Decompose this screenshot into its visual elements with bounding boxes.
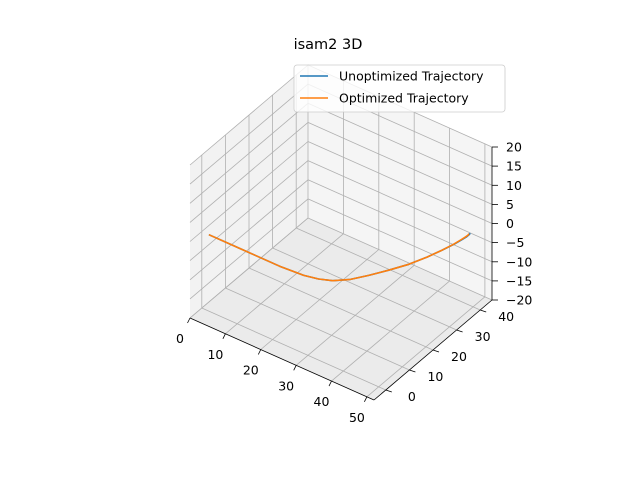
x-tick-label: 20	[243, 363, 259, 378]
legend-label-1: Optimized Trajectory	[339, 91, 469, 106]
x-tick-label: 30	[278, 378, 294, 393]
grid-line-z-left	[189, 64, 309, 166]
legend: Unoptimized Trajectory Optimized Trajecto…	[293, 64, 506, 113]
y-tick-label: 10	[427, 369, 443, 384]
x-tick	[364, 396, 368, 402]
grid-line-z-left	[189, 122, 309, 223]
y-tick	[432, 349, 440, 353]
grid-line-z-back	[307, 198, 493, 282]
y-tick	[385, 389, 392, 393]
grid-line-z-left	[189, 160, 309, 261]
x-tick	[222, 333, 226, 339]
grid-line-y-floor	[201, 307, 386, 391]
grid-line-z-back	[307, 160, 493, 243]
grid-line-z-back	[307, 179, 493, 263]
legend-box	[293, 64, 506, 113]
axes-grid	[189, 64, 493, 398]
plot-series	[208, 232, 471, 282]
y-tick-label: 40	[498, 309, 514, 324]
y-tick-label: 30	[475, 329, 491, 344]
x-tick-label: 50	[349, 410, 365, 425]
grid-line-z-left	[189, 217, 309, 319]
y-tick	[480, 309, 487, 313]
z-tick-label: −15	[506, 273, 532, 288]
y-tick-label: 0	[408, 389, 416, 404]
grid-line-y-floor	[248, 267, 434, 351]
z-tick-label: 0	[506, 216, 514, 231]
grid-line-z-left	[189, 102, 309, 204]
y-tick-label: 20	[451, 349, 467, 364]
z-tick-label: −20	[506, 293, 532, 308]
x-tick	[293, 365, 297, 371]
grid-line-z-back	[307, 102, 493, 186]
x-tick-label: 0	[176, 331, 184, 346]
chart-title: isam2 3D	[294, 37, 363, 53]
z-tick-label: 15	[506, 159, 522, 174]
x-tick	[328, 380, 332, 387]
x-tick-label: 10	[207, 347, 223, 362]
x-tick-label: 40	[314, 394, 330, 409]
grid-line-y-floor	[296, 227, 481, 311]
grid-line-y-floor	[272, 247, 457, 331]
grid-line-z-back	[307, 141, 493, 224]
x-axis-line	[189, 317, 375, 401]
grid-line-z-left	[189, 179, 309, 281]
series-line-1	[208, 233, 470, 282]
z-tick-label: 5	[506, 197, 514, 212]
grid-line-z-left	[189, 83, 309, 185]
grid-line-y-floor	[225, 287, 410, 371]
y-tick	[456, 329, 463, 333]
z-tick-label: 20	[506, 140, 522, 155]
z-tick-label: 10	[506, 178, 522, 193]
z-tick-label: −5	[506, 235, 524, 250]
z-tick-label: −10	[506, 254, 532, 269]
legend-label-0: Unoptimized Trajectory	[339, 69, 484, 84]
y-tick	[409, 369, 416, 373]
grid-line-z-left	[189, 198, 309, 300]
x-tick	[257, 349, 262, 355]
grid-line-z-back	[307, 217, 493, 301]
grid-line-z-left	[189, 141, 309, 242]
x-tick	[187, 317, 191, 324]
grid-line-z-back	[307, 122, 493, 205]
